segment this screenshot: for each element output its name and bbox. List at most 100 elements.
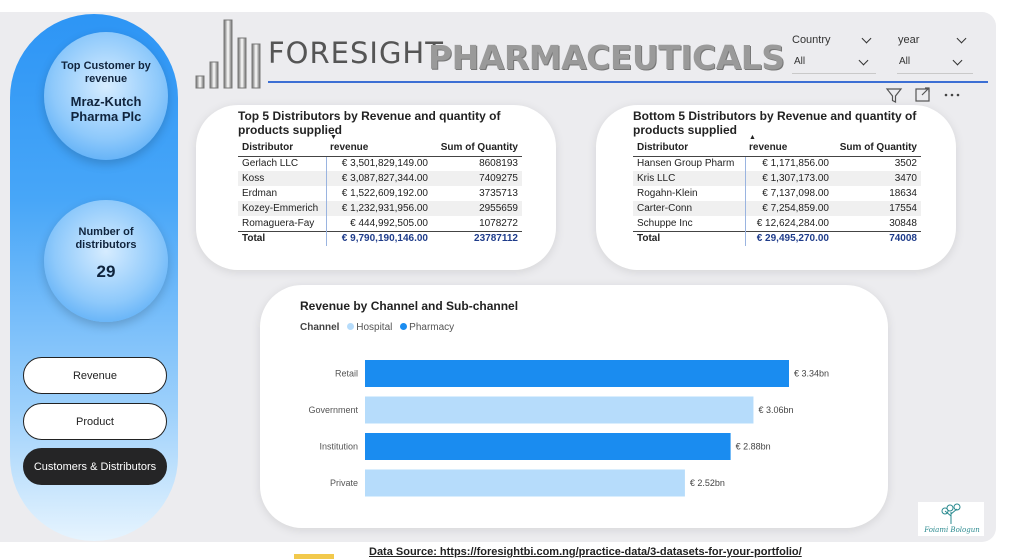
column-header-revenue[interactable]: ▼ revenue xyxy=(326,134,432,157)
column-header-revenue-label: revenue xyxy=(330,142,369,154)
kpi-top-customer-value: Mraz-Kutch Pharma Plc xyxy=(70,94,142,124)
legend-item-hospital[interactable]: Hospital xyxy=(356,322,393,333)
column-header-quantity[interactable]: Sum of Quantity xyxy=(432,140,522,157)
cell-distributor: Hansen Group Pharm xyxy=(637,158,735,170)
country-slicer-title: Country xyxy=(792,34,831,46)
cell-distributor: Rogahn-Klein xyxy=(637,188,698,199)
table-header-row: Distributor ▲ revenue Sum of Quantity xyxy=(633,134,921,157)
brand-foresight: FORESIGHT xyxy=(268,36,444,70)
focus-mode-icon[interactable] xyxy=(915,87,930,102)
chart-legend: Channel Hospital Pharmacy xyxy=(300,322,454,333)
cell-revenue: € 1,171,856.00 xyxy=(744,156,833,171)
cell-distributor: Koss xyxy=(238,171,326,186)
column-header-distributor[interactable]: Distributor xyxy=(633,140,745,157)
cell-revenue: € 3,501,829,149.00 xyxy=(325,156,432,171)
category-label-retail: Retail xyxy=(335,369,358,379)
category-label-government: Government xyxy=(308,405,358,415)
chart-title: Revenue by Channel and Sub-channel xyxy=(300,299,519,313)
cell-revenue: € 1,232,931,956.00 xyxy=(325,201,432,216)
category-label-institution: Institution xyxy=(319,442,358,452)
header-divider xyxy=(268,81,988,83)
author-signature: Foiami Bologun xyxy=(918,502,984,536)
nav-product-button[interactable]: Product xyxy=(23,403,167,440)
cell-total-revenue: € 9,790,190,146.00 xyxy=(325,230,432,246)
brand-pharmaceuticals: PHARMACEUTICALS xyxy=(428,38,785,77)
table-row: Rogahn-Klein € 7,137,098.00 18634 xyxy=(633,186,921,201)
data-label-private: € 2.52bn xyxy=(690,478,725,488)
cell-distributor: Erdman xyxy=(242,188,278,199)
sidebar: Top Customer by revenue Mraz-Kutch Pharm… xyxy=(10,14,178,541)
category-label-private: Private xyxy=(330,478,358,488)
cell-quantity: 7409275 xyxy=(432,171,522,186)
cell-distributor: Kris LLC xyxy=(633,171,745,186)
country-slicer-value: All xyxy=(794,56,806,67)
data-label-institution: € 2.88bn xyxy=(736,442,771,452)
table-row: Schuppe Inc € 12,624,284.00 30848 xyxy=(633,216,921,231)
legend-item-pharmacy[interactable]: Pharmacy xyxy=(409,322,455,333)
table-header-row: Distributor ▼ revenue Sum of Quantity xyxy=(238,134,522,157)
visual-header-toolbar xyxy=(885,87,960,103)
cell-total-label: Total xyxy=(633,230,745,246)
cell-quantity: 3502 xyxy=(894,158,917,170)
cell-total-quantity: 74008 xyxy=(833,230,921,246)
data-label-retail: € 3.34bn xyxy=(794,369,829,379)
table-row: Romaguera-Fay € 444,992,505.00 1078272 xyxy=(238,216,522,231)
cell-revenue: € 444,992,505.00 xyxy=(325,216,432,231)
revenue-channel-bar-chart: Retail € 3.34bn Government € 3.06bn Institut… xyxy=(308,360,829,497)
nav-revenue-button[interactable]: Revenue xyxy=(23,357,167,394)
cell-distributor: Romaguera-Fay xyxy=(242,217,315,229)
cell-distributor: Schuppe Inc xyxy=(637,217,693,229)
kpi-distributor-count: Number of distributors 29 xyxy=(44,200,168,322)
table-row: Kozey-Emmerich € 1,232,931,956.00 295565… xyxy=(238,201,522,216)
cell-revenue: € 3,087,827,344.00 xyxy=(325,171,432,186)
kpi-top-customer-title: Top Customer by revenue xyxy=(61,60,151,85)
cell-quantity: 17554 xyxy=(833,201,921,216)
bar-institution[interactable] xyxy=(365,433,731,460)
top-distributors-table: Distributor ▼ revenue Sum of Quantity Ger… xyxy=(238,134,522,246)
cell-revenue: € 12,624,284.00 xyxy=(744,216,833,231)
bar-government[interactable] xyxy=(365,396,754,424)
sort-asc-icon: ▲ xyxy=(749,134,756,141)
sort-desc-icon: ▼ xyxy=(330,134,337,141)
filter-icon[interactable] xyxy=(885,88,903,103)
table-row: Carter-Conn € 7,254,859.00 17554 xyxy=(633,201,921,216)
bar-private[interactable] xyxy=(365,469,685,497)
column-header-revenue[interactable]: ▲ revenue xyxy=(745,134,833,157)
cell-revenue: € 1,522,609,192.00 xyxy=(325,186,432,201)
year-slicer-value: All xyxy=(899,56,911,67)
nav-customers-distributors-button[interactable]: Customers & Distributors xyxy=(23,448,167,485)
legend-dot-hospital xyxy=(347,323,355,330)
bottom-distributors-table: Distributor ▲ revenue Sum of Quantity Han… xyxy=(633,134,921,246)
table-total-row: Total € 29,495,270.00 74008 xyxy=(633,230,921,246)
cell-quantity: 30848 xyxy=(889,217,917,229)
country-slicer-dropdown[interactable]: All xyxy=(792,56,876,74)
logo-bars-icon xyxy=(195,19,261,89)
legend-dot-pharmacy xyxy=(400,323,408,330)
cell-total-revenue: € 29,495,270.00 xyxy=(744,230,833,246)
column-header-quantity[interactable]: Sum of Quantity xyxy=(833,140,921,157)
bar-retail[interactable] xyxy=(365,360,789,387)
year-slicer-dropdown[interactable]: All xyxy=(897,56,973,74)
kpi-top-customer: Top Customer by revenue Mraz-Kutch Pharm… xyxy=(44,32,168,160)
cell-quantity: 2955659 xyxy=(432,201,522,216)
signature-text: Foiami Bologun xyxy=(924,526,980,534)
table-row: Hansen Group Pharm € 1,171,856.00 3502 xyxy=(633,156,921,171)
bottom-distributors-title: Bottom 5 Distributors by Revenue and qua… xyxy=(633,109,917,137)
top-distributors-title: Top 5 Distributors by Revenue and quanti… xyxy=(238,109,501,137)
kpi-distributor-count-title: Number of distributors xyxy=(75,226,137,251)
cell-total-quantity: 23787112 xyxy=(432,230,522,246)
cell-distributor: Gerlach LLC xyxy=(242,158,299,170)
column-header-distributor[interactable]: Distributor xyxy=(238,140,326,157)
table-total-row: Total € 9,790,190,146.00 23787112 xyxy=(238,230,522,246)
cell-quantity: 18634 xyxy=(889,188,917,199)
cell-revenue: € 7,137,098.00 xyxy=(744,186,833,201)
cell-distributor: Kozey-Emmerich xyxy=(238,201,326,216)
page-tab-indicator[interactable] xyxy=(294,554,334,559)
table-row: Erdman € 1,522,609,192.00 3735713 xyxy=(238,186,522,201)
more-options-icon[interactable] xyxy=(944,93,960,97)
year-slicer-title: year xyxy=(898,34,920,46)
cell-quantity: 3735713 xyxy=(479,188,518,199)
cell-total-label: Total xyxy=(238,230,326,246)
table-row: Kris LLC € 1,307,173.00 3470 xyxy=(633,171,921,186)
data-source-link[interactable]: Data Source: https://foresightbi.com.ng/… xyxy=(369,546,802,558)
